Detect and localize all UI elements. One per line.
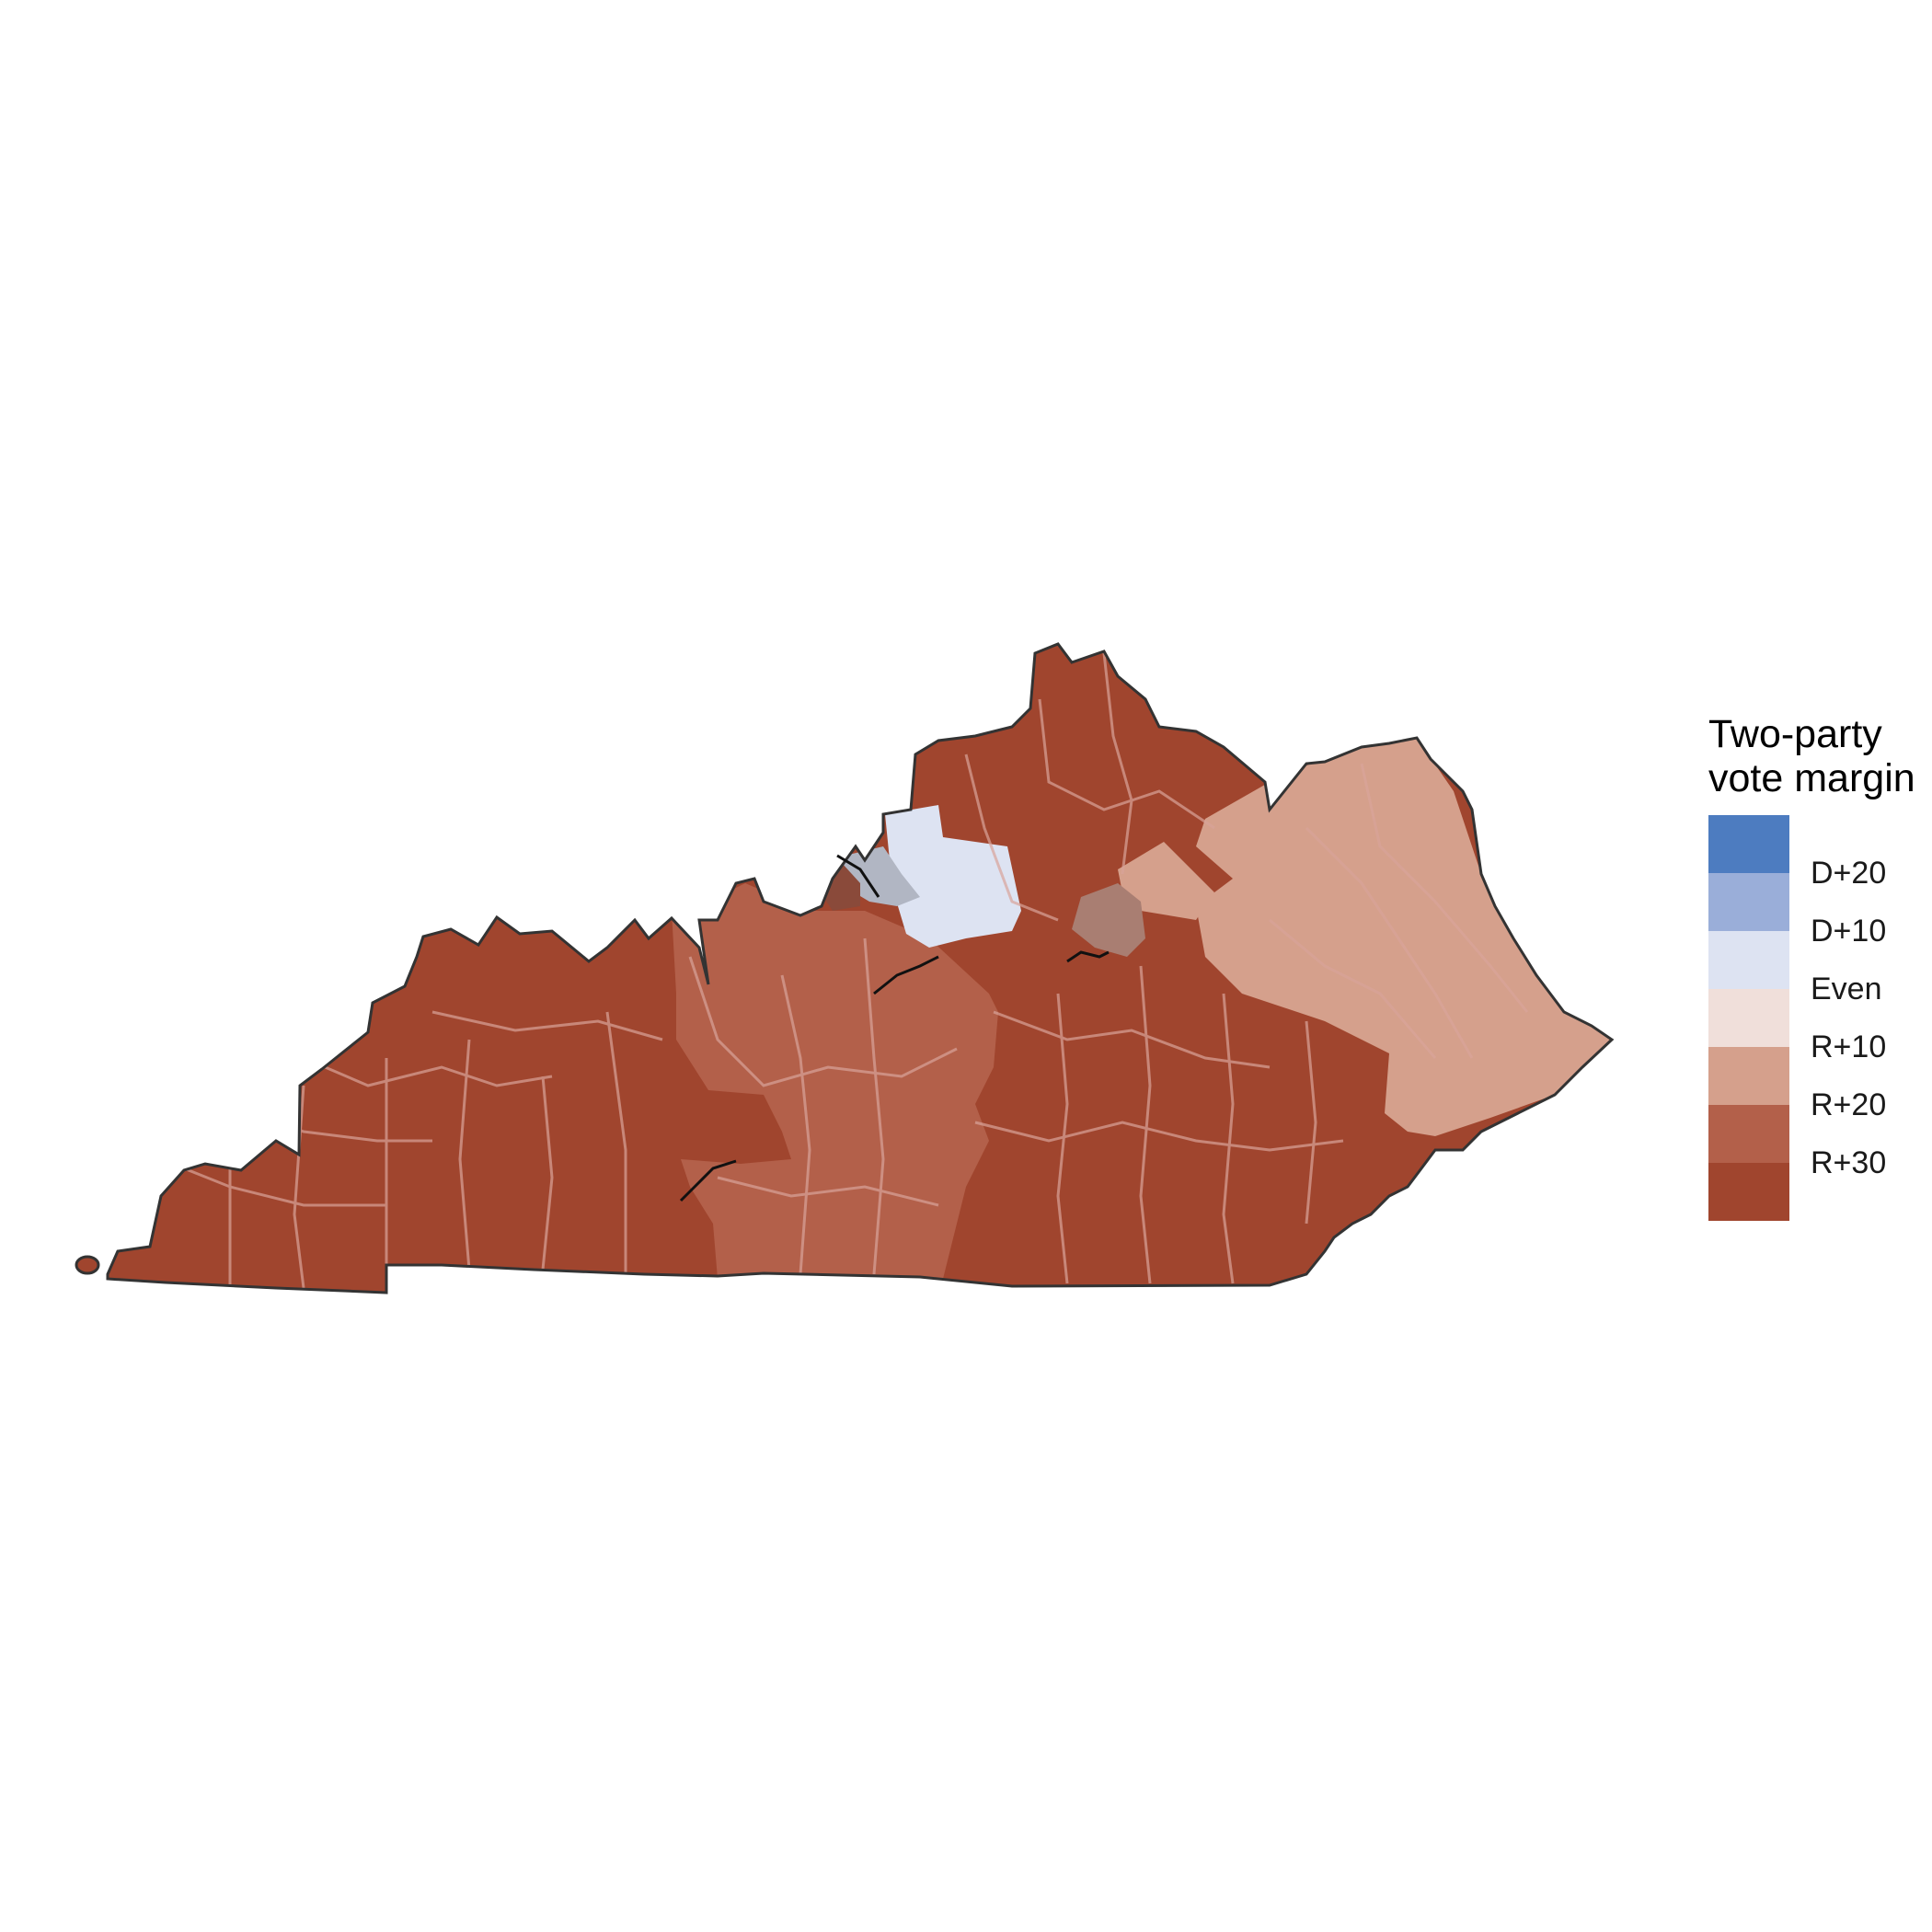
legend-swatch-1: [1708, 873, 1789, 931]
state-outline: [106, 642, 1615, 1294]
legend-tick-label: Even: [1811, 972, 1882, 1006]
legend-swatch-4: [1708, 1047, 1789, 1105]
region-louisville-even: [885, 805, 1021, 948]
river-line-3: [1066, 950, 1110, 963]
region-central-r20: [672, 883, 998, 1279]
county-line-4: [431, 1010, 663, 1041]
county-line-10: [605, 1011, 627, 1274]
county-line-16: [974, 1121, 1344, 1152]
river-line-4: [836, 854, 880, 898]
legend-title: Two-party vote margin: [1708, 712, 1915, 800]
river-line-1: [679, 1159, 737, 1202]
county-line-17: [1056, 993, 1069, 1284]
county-line-9: [541, 1075, 554, 1271]
legend-swatch-5: [1708, 1105, 1789, 1163]
legend-swatch-0: [1708, 815, 1789, 873]
legend-title-line1: Two-party: [1708, 712, 1882, 756]
legend-swatch-3: [1708, 989, 1789, 1047]
county-line-24: [1305, 826, 1474, 1059]
county-line-20: [1305, 1020, 1317, 1225]
legend-tick-label: D+10: [1811, 914, 1887, 949]
county-line-11: [688, 956, 958, 1087]
legend-swatch-6: [1708, 1163, 1789, 1221]
county-line-21: [964, 753, 1059, 922]
county-line-14: [863, 937, 885, 1275]
legend-swatch-2: [1708, 931, 1789, 989]
county-line-15: [993, 1010, 1271, 1069]
county-line-3: [303, 1056, 553, 1087]
county-line-26: [1269, 918, 1437, 1059]
county-line-23: [1102, 652, 1133, 875]
region-east-r10: [1196, 738, 1612, 1136]
legend-colorbar: [1708, 815, 1789, 1221]
county-line-22: [1038, 698, 1215, 830]
river-line-2: [873, 955, 939, 995]
county-line-25: [1360, 763, 1529, 1013]
legend-tick-label: R+20: [1811, 1087, 1887, 1122]
legend-title-line2: vote margin: [1708, 756, 1915, 800]
county-line-18: [1139, 965, 1152, 1284]
county-line-13: [780, 974, 811, 1275]
county-line-19: [1222, 993, 1235, 1284]
county-line-8: [458, 1039, 471, 1271]
county-line-1: [183, 1167, 386, 1207]
legend-tick-label: R+10: [1811, 1029, 1887, 1064]
western-exclave: [75, 1255, 100, 1275]
legend-tick-label: R+30: [1811, 1145, 1887, 1180]
region-northeast-r10: [1118, 842, 1214, 920]
region-lexington-mixed: [1072, 883, 1145, 957]
county-line-12: [717, 1176, 939, 1207]
region-west-fill: [108, 644, 1612, 1293]
legend-tick-label: D+20: [1811, 856, 1887, 891]
